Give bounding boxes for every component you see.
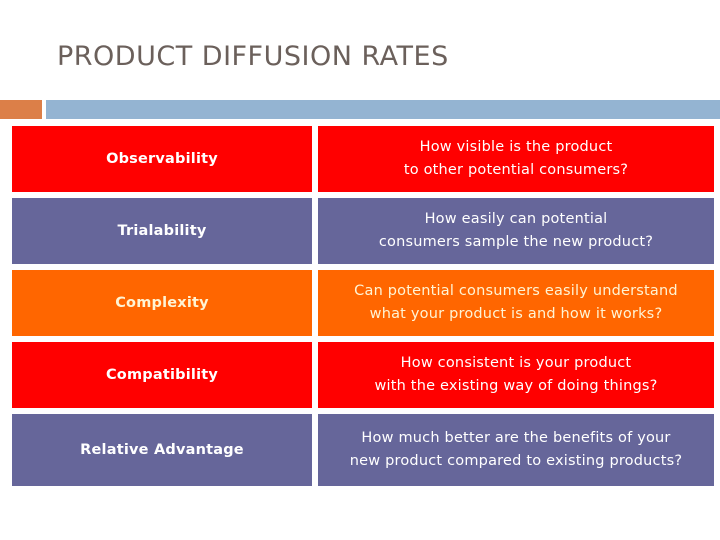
table-row-observability: Observability How visible is the product…: [12, 126, 714, 192]
question-cell: How easily can potential consumers sampl…: [318, 198, 714, 264]
term-cell: Trialability: [12, 198, 312, 264]
question-cell: Can potential consumers easily understan…: [318, 270, 714, 336]
accent-square-decoration: [0, 100, 42, 119]
table-row-compatibility: Compatibility How consistent is your pro…: [12, 342, 714, 408]
accent-bar-decoration: [46, 100, 720, 119]
term-cell: Relative Advantage: [12, 414, 312, 486]
term-cell: Complexity: [12, 270, 312, 336]
table-row-trialability: Trialability How easily can potential co…: [12, 198, 714, 264]
question-cell: How much better are the benefits of your…: [318, 414, 714, 486]
term-cell: Observability: [12, 126, 312, 192]
term-cell: Compatibility: [12, 342, 312, 408]
table-row-relative-advantage: Relative Advantage How much better are t…: [12, 414, 714, 486]
slide-title: PRODUCT DIFFUSION RATES: [57, 41, 449, 72]
table-row-complexity: Complexity Can potential consumers easil…: [12, 270, 714, 336]
diffusion-factors-table: Observability How visible is the product…: [12, 126, 714, 486]
question-cell: How visible is the product to other pote…: [318, 126, 714, 192]
question-cell: How consistent is your product with the …: [318, 342, 714, 408]
